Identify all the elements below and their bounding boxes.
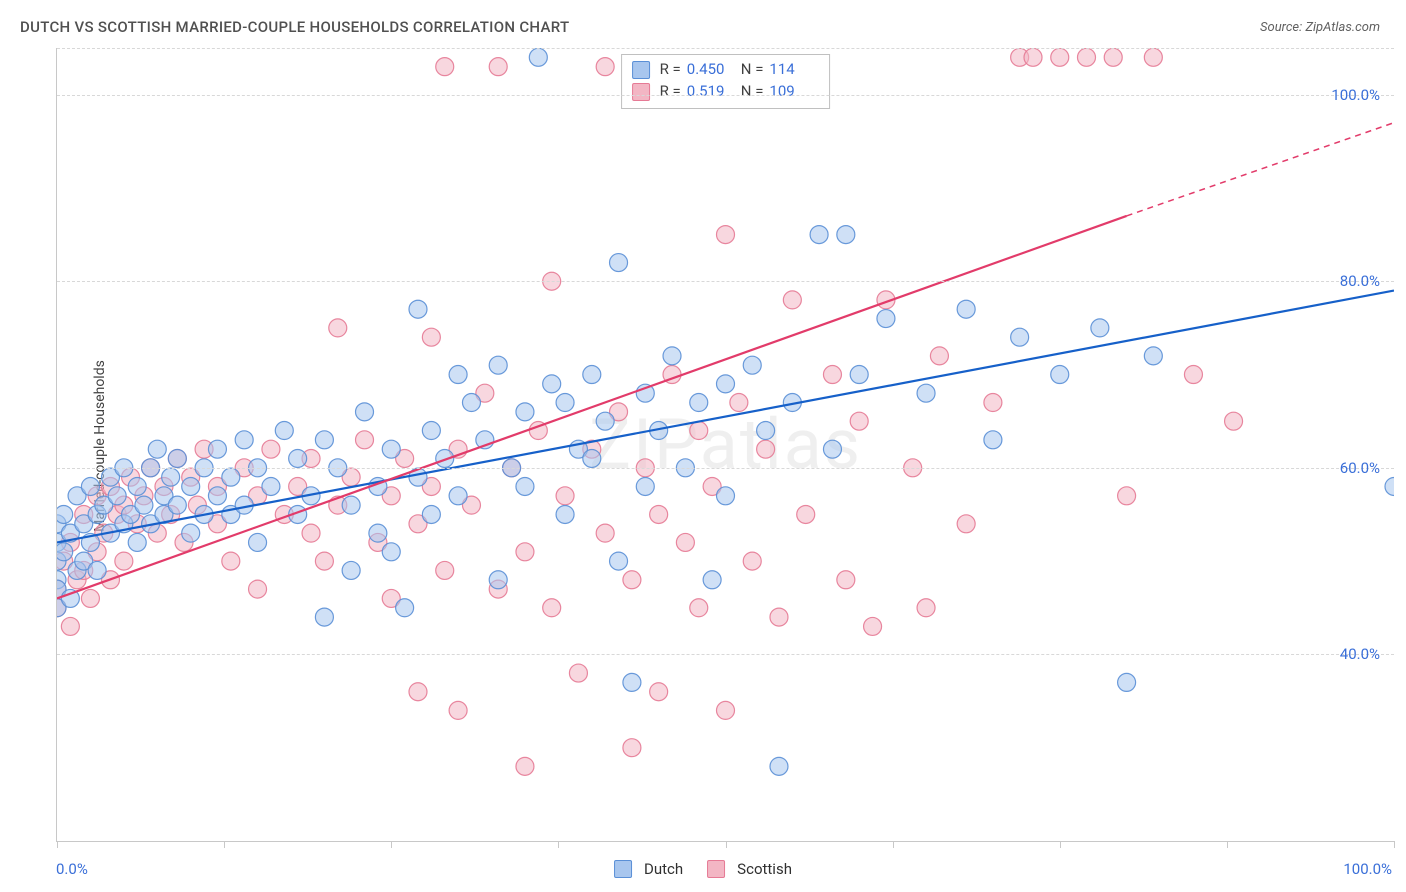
legend-label-scottish: Scottish bbox=[737, 860, 792, 878]
dutch-swatch-icon bbox=[632, 61, 650, 79]
x-tick bbox=[893, 841, 894, 848]
x-tick bbox=[1394, 841, 1395, 848]
correlation-chart: DUTCH VS SCOTTISH MARRIED-COUPLE HOUSEHO… bbox=[0, 0, 1406, 892]
stat-row-scottish: R = 0.519 N = 109 bbox=[632, 81, 818, 103]
scottish-legend-swatch-icon bbox=[707, 860, 725, 878]
x-tick-label-max: 100.0% bbox=[1343, 860, 1392, 878]
source-name: ZipAtlas.com bbox=[1305, 20, 1380, 35]
legend-item-dutch: Dutch bbox=[614, 860, 683, 878]
scottish-swatch-icon bbox=[632, 83, 650, 101]
dutch-r-value: 0.450 bbox=[687, 59, 735, 81]
gridline bbox=[57, 281, 1394, 282]
x-tick bbox=[224, 841, 225, 848]
source-label: Source: bbox=[1260, 20, 1302, 35]
legend-label-dutch: Dutch bbox=[644, 860, 683, 878]
n-label: N = bbox=[741, 81, 764, 103]
r-label: R = bbox=[660, 81, 681, 103]
dutch-legend-swatch-icon bbox=[614, 860, 632, 878]
y-tick-label: 40.0% bbox=[1340, 645, 1380, 663]
gridline bbox=[57, 95, 1394, 96]
source-attribution: Source: ZipAtlas.com bbox=[1260, 20, 1380, 35]
gridline bbox=[57, 654, 1394, 655]
scottish-n-value: 109 bbox=[769, 81, 817, 103]
y-tick-label: 80.0% bbox=[1340, 272, 1380, 290]
chart-title: DUTCH VS SCOTTISH MARRIED-COUPLE HOUSEHO… bbox=[20, 18, 569, 36]
gridline bbox=[57, 48, 1394, 49]
stat-row-dutch: R = 0.450 N = 114 bbox=[632, 59, 818, 81]
gridline bbox=[57, 468, 1394, 469]
x-tick bbox=[1060, 841, 1061, 848]
y-tick-label: 100.0% bbox=[1331, 86, 1380, 104]
chart-svg-layer bbox=[57, 48, 1394, 841]
dutch-n-value: 114 bbox=[769, 59, 817, 81]
r-label: R = bbox=[660, 59, 681, 81]
x-tick bbox=[1227, 841, 1228, 848]
y-tick-label: 60.0% bbox=[1340, 459, 1380, 477]
x-tick bbox=[558, 841, 559, 848]
scottish-r-value: 0.519 bbox=[687, 81, 735, 103]
x-tick bbox=[391, 841, 392, 848]
x-tick-label-min: 0.0% bbox=[56, 860, 88, 878]
correlation-stat-box: R = 0.450 N = 114 R = 0.519 N = 109 bbox=[621, 54, 831, 109]
n-label: N = bbox=[741, 59, 764, 81]
plot-area: ZIPatlas R = 0.450 N = 114 R = 0.519 N =… bbox=[56, 48, 1394, 842]
x-tick bbox=[726, 841, 727, 848]
bottom-legend: Dutch Scottish bbox=[614, 860, 792, 878]
x-tick bbox=[57, 841, 58, 848]
legend-item-scottish: Scottish bbox=[707, 860, 792, 878]
